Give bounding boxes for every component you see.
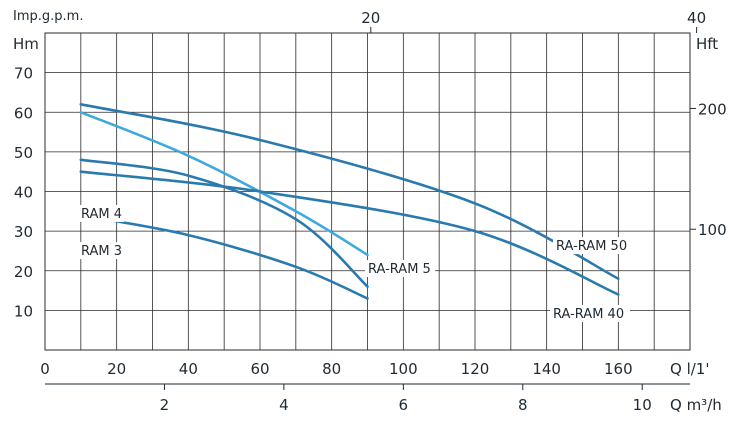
curve-label-bg-ra-ram-40	[550, 305, 630, 322]
curve-label-bg-ram-3	[78, 242, 124, 259]
curve-ra-ram-40	[79, 170, 620, 296]
curve-label-ram-3: RAM 3	[81, 244, 122, 259]
curve-label-bg-ra-ram-50	[553, 237, 633, 254]
curve-label-ra-ram-50: RA-RAM 50	[556, 239, 627, 254]
right-axis-unit-label: Hft	[696, 35, 718, 53]
y-tick-label: 20	[14, 263, 33, 281]
x-tick-label-lmin: 40	[179, 360, 198, 378]
x-tick-label-m3h: 4	[279, 396, 289, 414]
y-tick-label: 10	[14, 302, 33, 320]
x-tick-label-lmin: 80	[322, 360, 341, 378]
curve-label-bg-ra-ram-5	[365, 260, 435, 277]
top-axis-unit-label: Imp.g.p.m.	[13, 9, 83, 24]
curve-ram-4	[79, 158, 369, 288]
x-tick-label-lmin: 140	[532, 360, 561, 378]
plot-frame	[44, 32, 691, 351]
curve-label-bg-ram-4	[78, 205, 124, 222]
right-axis-tick-label: 200	[698, 100, 727, 118]
x-tick-label-lmin: 100	[389, 360, 418, 378]
x-axis-unit-label-m3h: Q m³/h	[670, 396, 722, 414]
curve-label-ra-ram-40: RA-RAM 40	[553, 307, 624, 322]
top-axis-tick-label: 20	[361, 9, 380, 27]
y-tick-label: 40	[14, 184, 33, 202]
right-axis-tick-label: 100	[698, 221, 727, 239]
curve-label-ram-4: RAM 4	[81, 207, 122, 222]
y-axis-unit-label: Hm	[13, 35, 39, 53]
x-tick-label-lmin: 120	[461, 360, 490, 378]
x-tick-label-m3h: 8	[518, 396, 528, 414]
x-tick-label-m3h: 2	[160, 396, 170, 414]
y-tick-label: 70	[14, 65, 33, 83]
y-tick-label: 30	[14, 223, 33, 241]
x-tick-label-m3h: 6	[399, 396, 409, 414]
curve-label-ra-ram-5: RA-RAM 5	[368, 262, 431, 277]
curve-ram-3	[79, 214, 369, 300]
x-tick-label-m3h: 10	[633, 396, 652, 414]
x-tick-label-lmin: 20	[107, 360, 126, 378]
y-tick-label: 60	[14, 104, 33, 122]
x-tick-label-lmin: 0	[40, 360, 50, 378]
x-axis-unit-label-lmin: Q l/1'	[670, 360, 709, 378]
x-tick-label-lmin: 160	[604, 360, 633, 378]
top-axis-tick-label: 40	[687, 9, 706, 27]
y-tick-label: 50	[14, 144, 33, 162]
curve-ra-ram-5	[79, 111, 369, 257]
x-tick-label-lmin: 60	[250, 360, 269, 378]
